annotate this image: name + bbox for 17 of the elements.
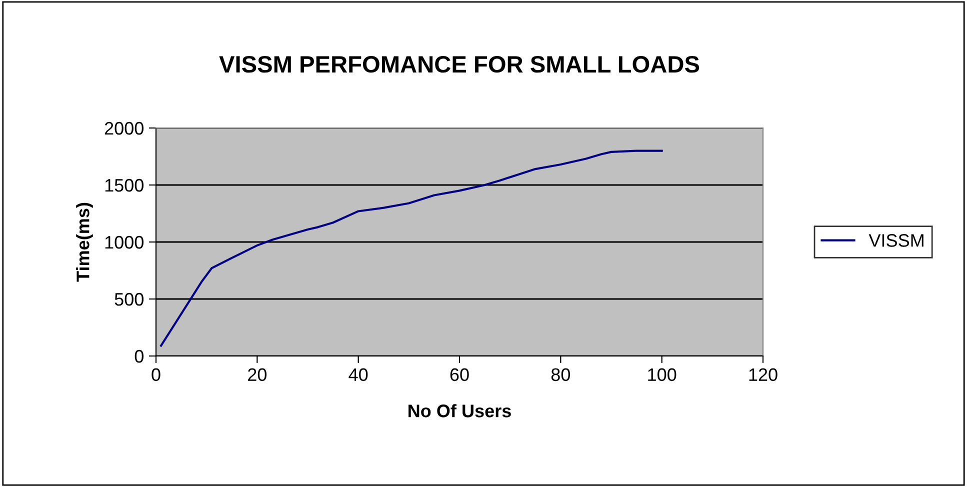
chart-title: VISSM PERFOMANCE FOR SMALL LOADS: [219, 56, 700, 73]
x-tick-label: 40: [348, 368, 368, 382]
y-tick-label: 500: [114, 292, 144, 306]
x-tick-label: 20: [248, 368, 267, 382]
legend-label: VISSM: [868, 234, 924, 247]
x-tick-label: 60: [450, 368, 469, 382]
x-axis-title: No Of Users: [408, 404, 511, 418]
y-tick-label: 0: [134, 350, 144, 363]
y-axis-title: Time(ms): [76, 202, 93, 282]
x-tick-label: 0: [152, 368, 160, 382]
y-tick-label: 1500: [105, 178, 144, 192]
x-tick-label: 80: [551, 368, 570, 382]
y-tick-label: 2000: [104, 122, 144, 135]
line-series: [160, 150, 663, 347]
y-tick-label: 1000: [105, 236, 144, 249]
x-tick-label: 100: [648, 368, 676, 382]
x-tick-label: 120: [749, 368, 778, 382]
